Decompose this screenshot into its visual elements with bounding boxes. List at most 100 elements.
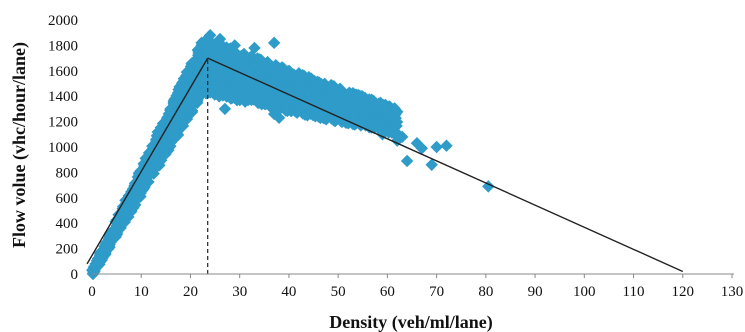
data-point [203,86,217,99]
data-point [357,101,370,115]
data-point [237,47,251,61]
data-point [138,180,151,194]
data-point [395,130,409,144]
x-tick-label: 40 [281,284,296,300]
x-tick-label: 130 [721,284,744,300]
data-point [90,260,104,273]
scatter-points [86,29,495,280]
data-point [129,183,143,197]
data-point [366,117,379,131]
x-axis-tick-labels: 0 10 20 30 40 50 60 70 80 90 100 110 120 130 [88,274,743,300]
data-point [430,140,443,154]
data-point [176,108,189,121]
data-point [272,111,286,124]
data-point [301,94,315,107]
data-point [232,58,246,72]
x-tick-label: 0 [88,284,96,300]
data-point [98,242,112,255]
fit-line [207,57,684,273]
data-point [253,96,266,109]
data-point [415,142,429,155]
data-point [233,88,246,102]
x-tick-label: 90 [528,284,543,300]
data-point [281,90,295,104]
data-point [177,87,190,101]
fit-line [86,57,209,265]
data-point [312,110,325,123]
data-point [346,106,359,119]
data-point [233,52,246,65]
x-axis-title: Density (veh/ml/lane) [329,312,493,332]
y-tick-label: 1200 [48,115,78,131]
data-point [237,69,251,83]
data-point [226,85,240,98]
y-tick-label: 1800 [48,38,78,54]
data-point [151,149,164,163]
data-point [386,124,399,137]
x-tick-label: 50 [331,284,346,300]
data-point [297,69,311,83]
y-tick-label: 400 [56,216,79,232]
data-point [110,213,123,227]
data-point [148,160,161,173]
data-point [335,90,349,103]
data-point [243,65,256,78]
data-point [207,67,221,81]
data-point [283,85,297,98]
data-point [301,109,314,122]
x-tick-label: 20 [183,284,198,300]
data-point [338,106,351,119]
data-point [203,29,217,42]
x-tick-label: 10 [134,284,149,300]
y-tick-label: 1000 [48,140,78,156]
x-tick-label: 120 [672,284,695,300]
data-point [194,85,207,99]
data-point [269,61,283,75]
data-point [173,104,187,117]
data-point [325,96,338,110]
data-point [172,83,185,96]
data-point [312,78,326,91]
data-point [269,69,283,82]
y-tick-label: 1400 [48,89,78,105]
data-point [310,89,323,102]
data-point [143,168,156,182]
data-point [230,79,244,92]
data-point [253,68,266,82]
data-point [202,66,216,79]
data-point [218,102,232,116]
data-point [158,116,171,129]
data-point [243,51,257,65]
data-point [158,136,171,149]
data-point [212,90,226,103]
data-point [425,158,438,171]
data-point [294,87,307,100]
data-point [211,78,224,92]
data-point [228,91,241,104]
data-point [117,206,130,219]
fit-lines [86,57,684,274]
data-point [280,99,293,112]
data-point [222,69,236,82]
data-point [213,32,227,46]
data-point [162,144,175,157]
y-tick-label: 0 [71,267,79,283]
data-point [228,39,241,52]
data-point [440,139,453,152]
data-point [251,52,264,65]
y-axis-title: Flow volue (vhc/hour/lane) [9,42,30,248]
data-point [212,83,226,96]
data-point [200,36,214,50]
data-point [138,174,151,188]
data-point [138,166,151,179]
y-tick-label: 800 [56,165,79,181]
x-tick-label: 60 [380,284,395,300]
x-tick-label: 80 [478,284,493,300]
data-point [292,103,305,117]
data-point [410,136,424,150]
data-point [273,92,286,105]
data-point [239,83,253,96]
data-point [400,154,414,168]
